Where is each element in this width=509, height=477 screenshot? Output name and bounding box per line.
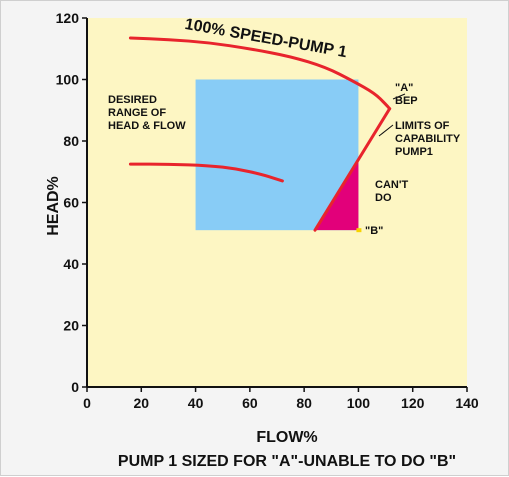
y-axis-ticks: 0 20 40 60 80 100 120 — [56, 10, 87, 395]
limits-label-line1: LIMITS OF — [395, 120, 450, 132]
b-label: "B" — [365, 225, 383, 237]
cant-label-line1: CAN'T — [375, 179, 408, 191]
x-axis-ticks: 0 20 40 60 80 100 120 140 — [83, 387, 479, 411]
y-tick-label: 120 — [56, 10, 80, 26]
x-tick-label: 0 — [83, 395, 91, 411]
limits-label-line3: PUMP1 — [395, 146, 433, 158]
chart-title: PUMP 1 SIZED FOR "A"-UNABLE TO DO "B" — [118, 453, 456, 470]
y-tick-label: 40 — [63, 256, 79, 272]
curve-series-1 — [128, 162, 284, 183]
point-b-marker — [356, 228, 362, 233]
bep-label: BEP — [395, 95, 418, 107]
limits-label-line2: CAPABILITY — [395, 133, 461, 145]
y-tick-label: 100 — [56, 72, 80, 88]
curve-series-0 — [128, 36, 392, 111]
y-tick-label: 0 — [71, 379, 79, 395]
y-tick-label: 60 — [63, 195, 79, 211]
x-axis-label: FLOW% — [256, 429, 317, 446]
x-tick-label: 140 — [455, 395, 479, 411]
x-tick-label: 20 — [133, 395, 149, 411]
curve-series-2 — [313, 107, 392, 232]
desired-label-line3: HEAD & FLOW — [108, 120, 186, 132]
limits-pointer-line — [378, 124, 394, 137]
y-tick-label: 80 — [63, 133, 79, 149]
y-axis-label: HEAD% — [45, 176, 62, 236]
x-tick-label: 60 — [242, 395, 258, 411]
bep-pointer-line — [392, 93, 406, 100]
cant-label-line2: DO — [375, 192, 392, 204]
x-tick-label: 120 — [401, 395, 425, 411]
desired-label-line2: RANGE OF — [108, 107, 166, 119]
x-tick-label: 40 — [188, 395, 204, 411]
curves-group — [128, 36, 392, 232]
a-label: "A" — [395, 82, 413, 94]
x-tick-label: 100 — [347, 395, 371, 411]
desired-label-line1: DESIRED — [108, 94, 157, 106]
y-tick-label: 20 — [63, 318, 79, 334]
x-tick-label: 80 — [296, 395, 312, 411]
